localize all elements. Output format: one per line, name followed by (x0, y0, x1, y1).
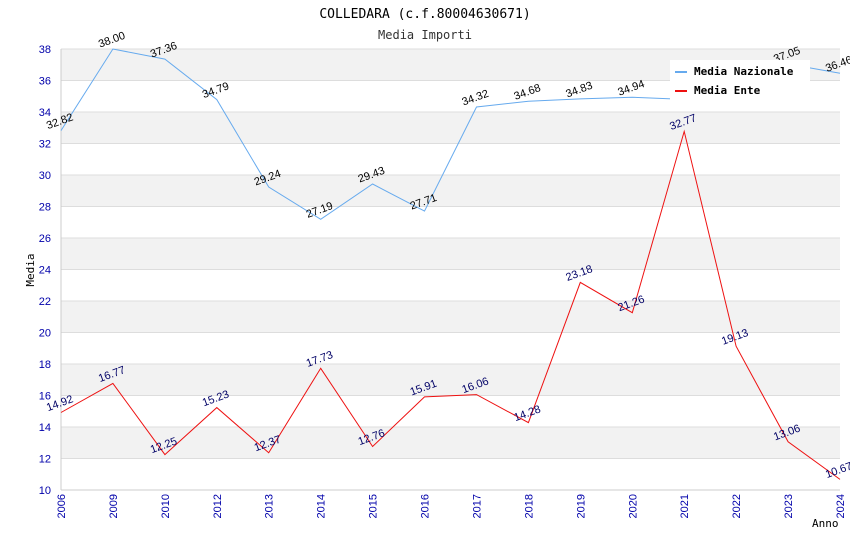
x-tick-label: 2022 (731, 494, 743, 518)
series-line-media-ente (60, 129, 841, 480)
y-tick-label: 18 (39, 359, 51, 371)
data-label: 34.68 (512, 82, 542, 103)
y-tick-label: 16 (39, 391, 51, 403)
data-label: 38.00 (97, 30, 127, 51)
y-tick-label: 24 (39, 265, 51, 277)
x-tick-label: 2015 (368, 494, 380, 518)
x-tick-label: 2013 (264, 494, 276, 518)
y-tick-label: 12 (39, 454, 51, 466)
y-axis-label: Media (24, 253, 37, 286)
data-label: 34.83 (564, 80, 594, 101)
grid-band (61, 364, 840, 396)
grid-band (61, 112, 840, 144)
data-label: 10.67 (824, 460, 850, 481)
y-axis-ticks: 10 12 14 16 18 20 22 24 26 28 30 32 34 36 38 (39, 44, 51, 497)
y-tick-label: 20 (39, 328, 51, 340)
grid-band (61, 238, 840, 270)
y-tick-label: 38 (39, 44, 51, 56)
data-label: 34.94 (616, 78, 646, 99)
x-tick-label: 2021 (679, 494, 691, 518)
y-tick-label: 32 (39, 139, 51, 151)
y-tick-label: 10 (39, 485, 51, 497)
x-tick-label: 2020 (627, 494, 639, 518)
x-tick-label: 2023 (783, 494, 795, 518)
legend-label-media-ente: Media Ente (694, 84, 761, 97)
x-tick-label: 2006 (56, 494, 68, 518)
x-tick-label: 2024 (835, 494, 847, 518)
x-tick-label: 2010 (160, 494, 172, 518)
legend: Media Nazionale Media Ente (670, 60, 810, 100)
grid-band (61, 427, 840, 459)
x-tick-label: 2016 (420, 494, 432, 518)
y-tick-label: 22 (39, 296, 51, 308)
legend-label-media-nazionale: Media Nazionale (694, 65, 794, 78)
data-label: 14.28 (512, 403, 542, 424)
grid-bands (61, 49, 840, 459)
grid-band (61, 301, 840, 333)
data-label: 34.32 (460, 88, 490, 109)
y-tick-label: 36 (39, 76, 51, 88)
x-tick-label: 2009 (108, 494, 120, 518)
y-tick-label: 26 (39, 233, 51, 245)
x-tick-label: 2019 (575, 494, 587, 518)
x-axis-label: Anno (812, 517, 839, 530)
y-tick-label: 30 (39, 170, 51, 182)
gridlines (60, 48, 840, 491)
x-tick-label: 2014 (316, 494, 328, 518)
y-tick-label: 28 (39, 202, 51, 214)
x-axis-ticks: 2006 2009 2010 2012 2013 2014 2015 2016 2017 2018… (56, 494, 847, 518)
x-tick-label: 2012 (212, 494, 224, 518)
y-tick-label: 34 (39, 107, 51, 119)
chart-subtitle: Media Importi (378, 28, 472, 42)
chart-title: COLLEDARA (c.f.80004630671) (319, 7, 530, 22)
x-tick-label: 2018 (523, 494, 535, 518)
y-tick-label: 14 (39, 422, 51, 434)
data-label: 34.79 (201, 80, 231, 101)
x-tick-label: 2017 (471, 494, 483, 518)
grid-band (61, 175, 840, 207)
legend-box (670, 60, 810, 100)
